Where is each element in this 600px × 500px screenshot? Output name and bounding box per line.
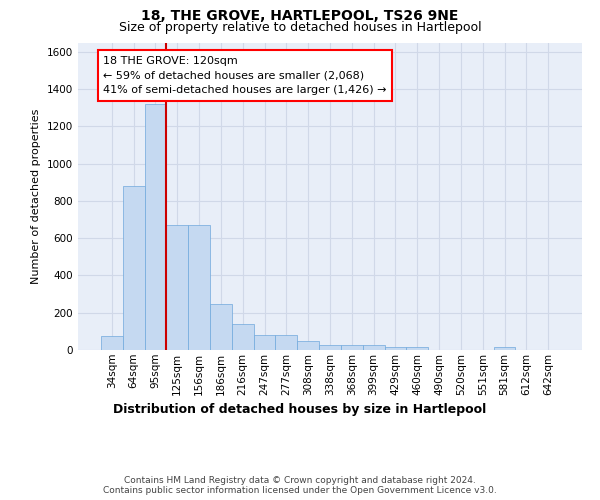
- Y-axis label: Number of detached properties: Number of detached properties: [31, 108, 41, 284]
- Text: Distribution of detached houses by size in Hartlepool: Distribution of detached houses by size …: [113, 402, 487, 415]
- Bar: [341, 346, 363, 350]
- Bar: [188, 225, 210, 350]
- Bar: [232, 324, 254, 350]
- Bar: [254, 335, 275, 350]
- Bar: [494, 346, 515, 350]
- Bar: [145, 104, 166, 350]
- Text: 18, THE GROVE, HARTLEPOOL, TS26 9NE: 18, THE GROVE, HARTLEPOOL, TS26 9NE: [142, 9, 458, 23]
- Text: 18 THE GROVE: 120sqm
← 59% of detached houses are smaller (2,068)
41% of semi-de: 18 THE GROVE: 120sqm ← 59% of detached h…: [103, 56, 386, 95]
- Bar: [406, 347, 428, 350]
- Text: Contains HM Land Registry data © Crown copyright and database right 2024.
Contai: Contains HM Land Registry data © Crown c…: [103, 476, 497, 495]
- Bar: [385, 347, 406, 350]
- Bar: [123, 186, 145, 350]
- Bar: [297, 340, 319, 350]
- Bar: [363, 346, 385, 350]
- Bar: [166, 225, 188, 350]
- Bar: [275, 335, 297, 350]
- Bar: [319, 346, 341, 350]
- Bar: [210, 304, 232, 350]
- Text: Size of property relative to detached houses in Hartlepool: Size of property relative to detached ho…: [119, 21, 481, 34]
- Bar: [101, 336, 123, 350]
